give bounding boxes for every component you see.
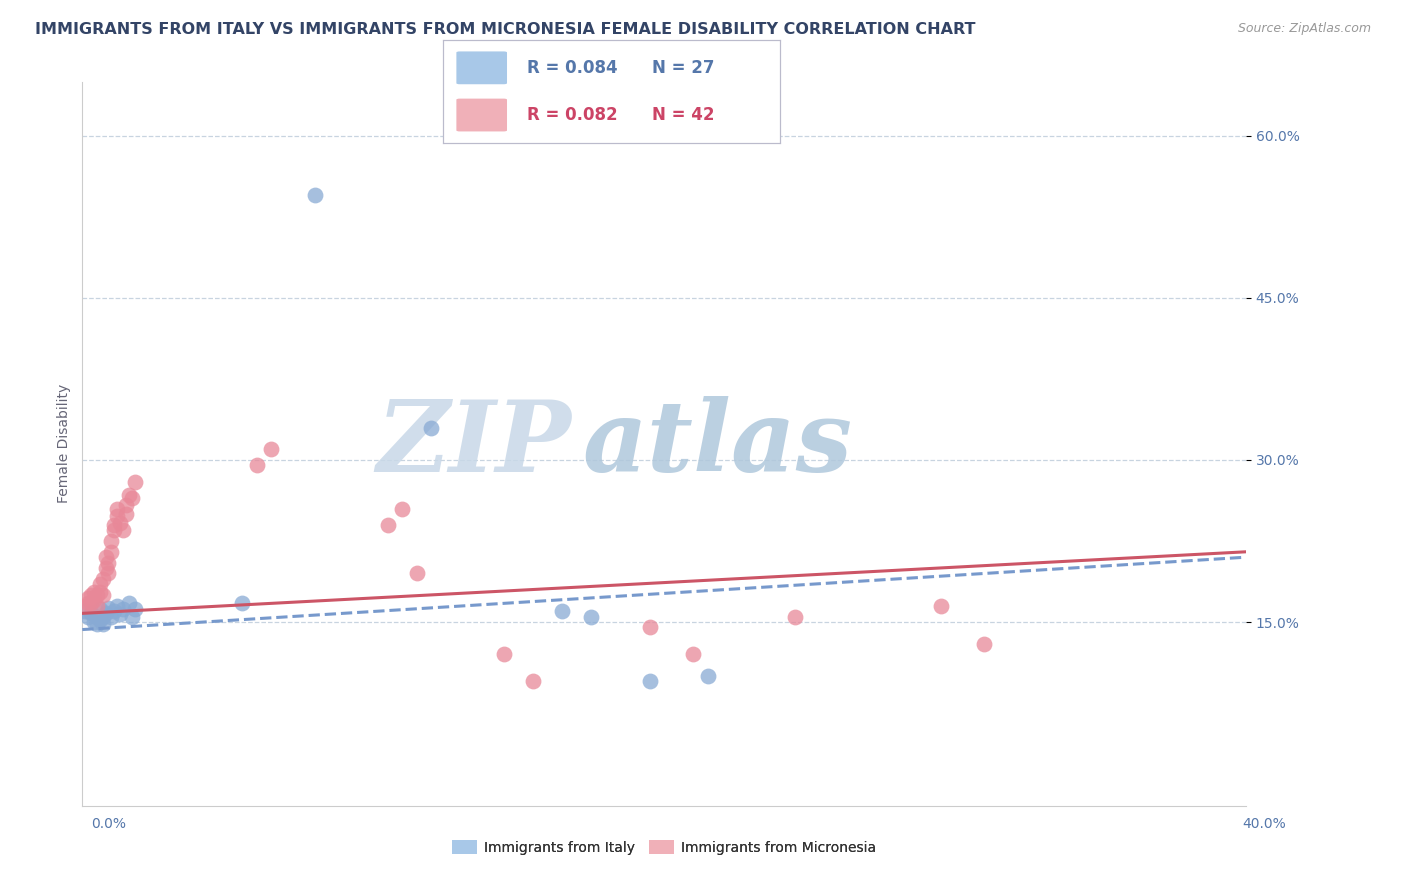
Text: 40.0%: 40.0% bbox=[1243, 817, 1286, 830]
Point bbox=[111, 523, 134, 537]
Point bbox=[89, 584, 111, 599]
Point bbox=[108, 516, 131, 530]
Point bbox=[638, 620, 661, 634]
Y-axis label: Female Disability: Female Disability bbox=[58, 384, 72, 503]
Point bbox=[638, 674, 661, 689]
Point bbox=[121, 491, 143, 505]
Point bbox=[124, 602, 146, 616]
Point bbox=[246, 458, 269, 473]
Point bbox=[115, 499, 138, 513]
Point bbox=[103, 517, 125, 532]
Text: 0.0%: 0.0% bbox=[91, 817, 127, 830]
Point bbox=[581, 609, 603, 624]
Point bbox=[115, 507, 138, 521]
Point bbox=[494, 648, 516, 662]
Point bbox=[100, 545, 122, 559]
Text: Source: ZipAtlas.com: Source: ZipAtlas.com bbox=[1237, 22, 1371, 36]
Point bbox=[75, 604, 97, 618]
Point bbox=[94, 607, 117, 621]
Point bbox=[91, 572, 114, 586]
Point bbox=[118, 596, 141, 610]
Point bbox=[105, 509, 128, 524]
Text: R = 0.084: R = 0.084 bbox=[527, 59, 617, 77]
Point bbox=[77, 591, 100, 606]
Point bbox=[80, 588, 103, 602]
Point bbox=[75, 599, 97, 613]
Point bbox=[118, 487, 141, 501]
Point bbox=[304, 188, 326, 202]
Point bbox=[105, 599, 128, 613]
Point bbox=[89, 602, 111, 616]
Point bbox=[103, 523, 125, 537]
Point bbox=[100, 609, 122, 624]
Point bbox=[97, 601, 120, 615]
Text: IMMIGRANTS FROM ITALY VS IMMIGRANTS FROM MICRONESIA FEMALE DISABILITY CORRELATIO: IMMIGRANTS FROM ITALY VS IMMIGRANTS FROM… bbox=[35, 22, 976, 37]
Point bbox=[83, 584, 105, 599]
Point bbox=[929, 599, 952, 613]
Point bbox=[86, 609, 108, 624]
Point bbox=[94, 550, 117, 565]
Point bbox=[91, 609, 114, 624]
Point bbox=[420, 420, 443, 434]
Point bbox=[94, 561, 117, 575]
Text: N = 27: N = 27 bbox=[652, 59, 714, 77]
Point bbox=[77, 609, 100, 624]
Point bbox=[551, 604, 574, 618]
Text: atlas: atlas bbox=[582, 395, 852, 492]
Point bbox=[91, 617, 114, 632]
Point bbox=[108, 607, 131, 622]
Point bbox=[111, 602, 134, 616]
Point bbox=[121, 609, 143, 624]
Point bbox=[973, 637, 995, 651]
Point bbox=[83, 593, 105, 607]
Point bbox=[696, 669, 718, 683]
Point bbox=[86, 588, 108, 602]
FancyBboxPatch shape bbox=[457, 52, 508, 84]
Point bbox=[80, 596, 103, 610]
Point bbox=[97, 566, 120, 581]
Text: ZIP: ZIP bbox=[375, 395, 571, 492]
Point bbox=[89, 613, 111, 627]
Point bbox=[77, 596, 100, 610]
Text: N = 42: N = 42 bbox=[652, 106, 714, 124]
Point bbox=[231, 596, 253, 610]
Point bbox=[260, 442, 283, 457]
Point bbox=[86, 617, 108, 632]
Text: R = 0.082: R = 0.082 bbox=[527, 106, 617, 124]
Point bbox=[405, 566, 427, 581]
Point bbox=[522, 674, 544, 689]
Point bbox=[97, 556, 120, 570]
Point bbox=[80, 607, 103, 621]
Point bbox=[783, 609, 806, 624]
Point bbox=[124, 475, 146, 489]
Point bbox=[100, 533, 122, 548]
Point bbox=[682, 648, 704, 662]
Legend: Immigrants from Italy, Immigrants from Micronesia: Immigrants from Italy, Immigrants from M… bbox=[447, 835, 882, 860]
Point bbox=[377, 517, 399, 532]
Point bbox=[83, 615, 105, 629]
Point bbox=[86, 599, 108, 613]
Point bbox=[89, 577, 111, 591]
Point bbox=[91, 588, 114, 602]
FancyBboxPatch shape bbox=[457, 99, 508, 131]
Point bbox=[391, 501, 413, 516]
Point bbox=[105, 501, 128, 516]
Point bbox=[103, 604, 125, 618]
